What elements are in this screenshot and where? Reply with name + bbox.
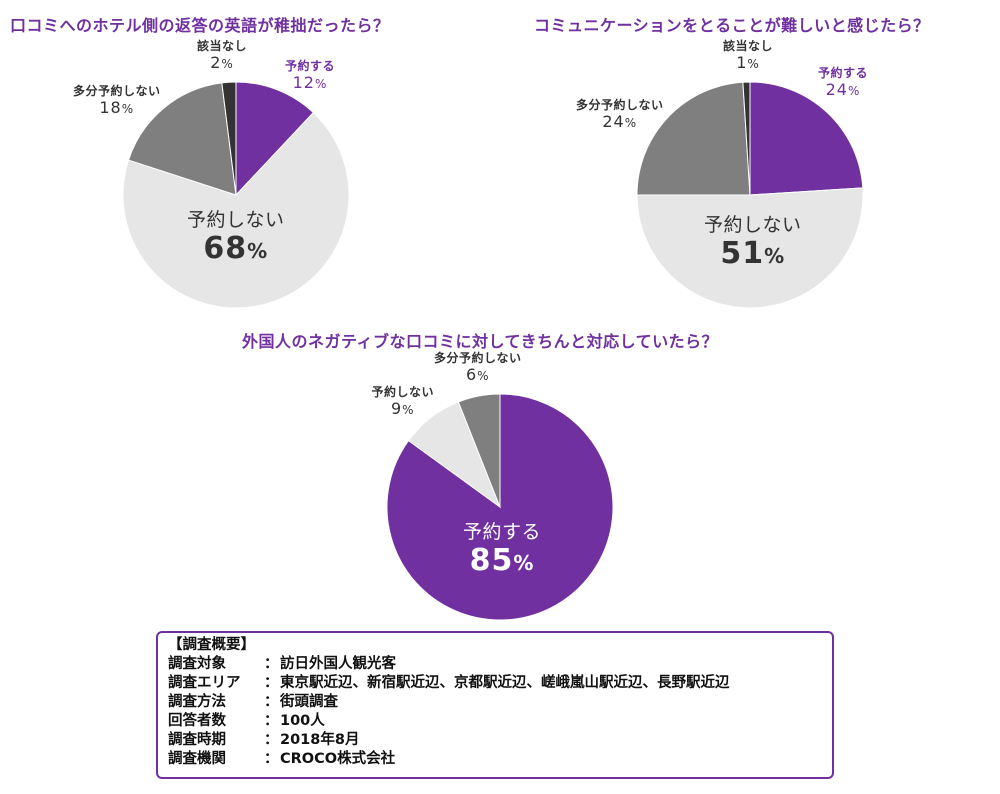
summary-value: 街頭調査 [280, 694, 338, 710]
summary-value: 100人 [280, 713, 325, 729]
pie2-slice-2 [636, 187, 864, 309]
pie3-slice-1 [386, 393, 614, 621]
slice-name: 多分予約しない [73, 84, 161, 98]
chart-title-english-reply: 口コミへのホテル側の返答の英語が稚拙だったら？ [10, 16, 390, 35]
slice-name: 該当なし [197, 39, 248, 53]
slice-name: 予約する [818, 66, 869, 80]
summary-separator: ： [264, 713, 279, 729]
slice-value: 24% [602, 111, 638, 131]
summary-key: 調査機関 [168, 751, 226, 767]
percent-sign: % [513, 550, 535, 575]
summary-row: 調査時期 ： 2018年8月 [168, 731, 822, 750]
pie2-slice-4-label: 該当なし 1% [723, 39, 774, 72]
summary-key: 調査対象 [168, 656, 226, 672]
slice-value: 68% [203, 230, 269, 266]
pie3-slice-1-label: 予約する 85% [463, 521, 542, 578]
slice-name: 予約する [463, 521, 542, 543]
pie2-slice-1 [749, 81, 864, 196]
slice-name: 予約しない [704, 214, 802, 236]
pie1-slice-3 [127, 82, 237, 196]
slice-name: 多分予約しない [576, 98, 664, 112]
percent-sign: % [314, 76, 328, 91]
percent-sign: % [764, 243, 786, 268]
slice-value: 12% [292, 72, 328, 92]
percent-sign: % [624, 115, 638, 130]
summary-separator: ： [264, 732, 279, 748]
summary-value: 訪日外国人観光客 [280, 656, 396, 672]
slice-value: 51% [720, 235, 786, 271]
slice-value: 24% [825, 79, 861, 99]
slice-value: 1% [736, 52, 760, 72]
slice-value: 9% [390, 398, 415, 418]
pie2-slice-3 [636, 81, 751, 196]
summary-row: 回答者数 ： 100人 [168, 712, 822, 731]
summary-row: 調査機関 ： CROCO株式会社 [168, 750, 822, 769]
summary-heading: 【調査概要】 [168, 637, 255, 653]
percent-sign: % [221, 56, 234, 71]
pie1-slice-3-label: 多分予約しない 18% [73, 84, 161, 117]
slice-value: 2% [210, 52, 234, 72]
pie3-slice-3-label: 多分予約しない 6% [434, 351, 522, 384]
pie1-slice-4-label: 該当なし 2% [197, 39, 248, 72]
slice-value: 85% [469, 542, 535, 578]
slice-name: 多分予約しない [434, 351, 522, 365]
percent-sign: % [847, 83, 861, 98]
summary-key: 回答者数 [168, 713, 226, 729]
pie3-slice-2-label: 予約しない 9% [371, 385, 435, 418]
summary-row: 調査エリア ：東京駅近辺、新宿駅近辺、京都駅近辺、嵯峨嵐山駅近辺、長野駅近辺 [168, 674, 822, 693]
summary-key: 調査エリア [168, 675, 241, 691]
slice-name: 予約する [285, 59, 336, 73]
summary-value: CROCO株式会社 [280, 751, 396, 767]
summary-row: 調査対象 ：訪日外国人観光客 [168, 655, 822, 674]
slice-value: 6% [465, 364, 490, 384]
pie2-slice-4 [742, 81, 751, 196]
pie1-slice-4 [221, 81, 237, 196]
summary-value: 2018年8月 [280, 732, 360, 748]
summary-separator: ： [264, 675, 279, 691]
survey-summary-box: 【調査概要】 調査対象：訪日外国人観光客 調査エリア：東京駅近辺、新宿駅近辺、京都… [156, 631, 834, 779]
summary-separator: ： [264, 694, 279, 710]
pie1-slice-2-label: 予約しない 68% [187, 209, 285, 266]
summary-row: 調査方法 ：街頭調査 [168, 693, 822, 712]
slice-name: 予約しない [371, 385, 435, 399]
pie2-slice-2-label: 予約しない 51% [704, 214, 802, 271]
summary-key: 調査方法 [168, 694, 226, 710]
percent-sign: % [247, 238, 269, 263]
percent-sign: % [477, 368, 490, 383]
chart-title-communication: コミュニケーションをとることが難しいと感じたら？ [534, 16, 930, 35]
chart-title-negative-review: 外国人のネガティブな口コミに対してきちんと対応していたら？ [242, 332, 719, 351]
pie2-slice-1-label: 予約する 24% [818, 66, 869, 99]
percent-sign: % [402, 402, 415, 417]
summary-key: 調査時期 [168, 732, 226, 748]
pie1-slice-1 [235, 81, 315, 197]
slice-name: 予約しない [187, 209, 285, 231]
slice-name: 該当なし [723, 39, 774, 53]
percent-sign: % [747, 56, 760, 71]
summary-separator: ： [264, 751, 279, 767]
pie3-slice-3 [457, 393, 501, 508]
pie1-slice-1-label: 予約する 12% [285, 59, 336, 92]
summary-separator: ： [264, 656, 279, 672]
summary-value: 東京駅近辺、新宿駅近辺、京都駅近辺、嵯峨嵐山駅近辺、長野駅近辺 [280, 675, 730, 691]
percent-sign: % [121, 101, 135, 116]
slice-value: 18% [99, 97, 135, 117]
pie1-slice-2 [122, 111, 350, 309]
pie2-slice-3-label: 多分予約しない 24% [576, 98, 664, 131]
